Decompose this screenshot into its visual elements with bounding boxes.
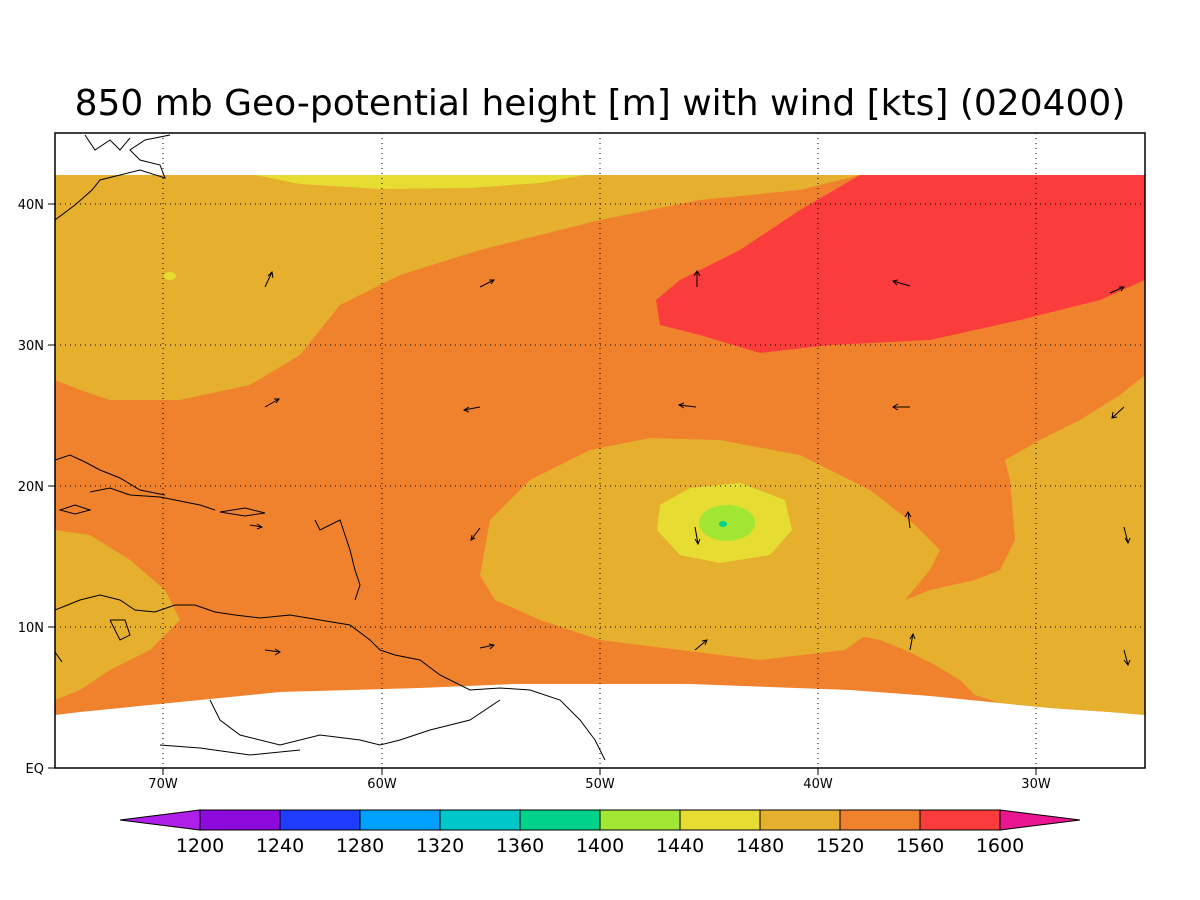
wind-arrow bbox=[892, 403, 910, 411]
colorbar-label: 1600 bbox=[976, 835, 1024, 857]
wind-arrow bbox=[904, 511, 912, 529]
wind-arrow bbox=[1109, 286, 1125, 294]
colorbar-label: 1480 bbox=[736, 835, 784, 857]
colorbar-label: 1560 bbox=[896, 835, 944, 857]
colorbar-high-extend bbox=[999, 809, 1081, 831]
plot-area bbox=[55, 133, 1145, 768]
contour-1440-1480-top bbox=[255, 175, 585, 189]
colorbar-label: 1520 bbox=[816, 835, 864, 857]
lat-label: 10N bbox=[18, 621, 44, 636]
lat-label: 20N bbox=[18, 480, 44, 495]
wind-arrow bbox=[677, 402, 697, 409]
coastlines bbox=[55, 134, 606, 761]
colorbar-segment bbox=[279, 809, 361, 831]
lat-label: 40N bbox=[18, 198, 44, 213]
contour-1600-high bbox=[656, 175, 1145, 353]
wind-arrow bbox=[1111, 406, 1125, 419]
colorbar-segment bbox=[599, 809, 681, 831]
lat-labels: EQ 10N 20N 30N 40N bbox=[18, 198, 44, 777]
wind-arrow bbox=[479, 279, 495, 288]
lon-label: 60W bbox=[367, 777, 397, 792]
contour-1400-1440-low bbox=[699, 505, 755, 541]
lon-label: 70W bbox=[148, 777, 178, 792]
coast-jamaica bbox=[58, 504, 92, 515]
wind-arrow bbox=[470, 527, 481, 541]
wind-arrow bbox=[55, 651, 63, 663]
colorbar-segment bbox=[679, 809, 761, 831]
wind-arrow bbox=[264, 648, 281, 656]
contour-small-blob bbox=[164, 272, 176, 280]
colorbar-label: 1240 bbox=[256, 835, 304, 857]
colorbar-segment bbox=[839, 809, 921, 831]
coast-antilles bbox=[314, 519, 361, 601]
colorbar: 1200 1240 1280 1320 1360 1400 1440 1480 1520 1560… bbox=[119, 809, 1081, 857]
lon-label: 50W bbox=[585, 777, 615, 792]
colorbar-segment bbox=[519, 809, 601, 831]
colorbar-segment bbox=[359, 809, 441, 831]
wind-arrow bbox=[909, 632, 916, 651]
map-title: 850 mb Geo-potential height [m] with win… bbox=[75, 83, 1126, 124]
colorbar-label: 1360 bbox=[496, 835, 544, 857]
lon-label: 40W bbox=[803, 777, 833, 792]
contour-1480-1520-north bbox=[55, 175, 860, 400]
contour-1480-1520-southwest bbox=[55, 530, 180, 700]
coast-guyana-border bbox=[209, 699, 501, 746]
graticule bbox=[55, 133, 1145, 768]
coast-newfoundland bbox=[84, 134, 131, 151]
coast-puerto-rico bbox=[219, 507, 266, 517]
contour-1360-1400-low bbox=[719, 521, 727, 527]
coast-cuba bbox=[55, 454, 166, 496]
coast-south-america bbox=[55, 594, 606, 761]
wind-arrow bbox=[264, 398, 280, 408]
wind-arrow bbox=[249, 523, 264, 530]
wind-arrow bbox=[891, 279, 911, 287]
colorbar-segment bbox=[759, 809, 841, 831]
wind-arrow bbox=[694, 639, 708, 651]
colorbar-label: 1200 bbox=[176, 835, 224, 857]
colorbar-label: 1320 bbox=[416, 835, 464, 857]
coast-hispaniola bbox=[89, 487, 216, 511]
colorbar-label: 1400 bbox=[576, 835, 624, 857]
lat-label: 30N bbox=[18, 339, 44, 354]
lon-label: 30W bbox=[1021, 777, 1051, 792]
coast-brazil-border bbox=[159, 744, 301, 756]
colorbar-segment bbox=[919, 809, 1001, 831]
lon-labels: 70W 60W 50W 40W 30W bbox=[148, 777, 1051, 792]
coast-venezuela-interior bbox=[109, 619, 131, 641]
wind-arrow bbox=[264, 270, 274, 288]
axis-ticks bbox=[48, 203, 1037, 775]
colorbar-segment bbox=[199, 809, 281, 831]
wind-arrow bbox=[1123, 649, 1131, 666]
colorbar-label: 1280 bbox=[336, 835, 384, 857]
wind-arrow bbox=[462, 406, 481, 413]
colorbar-label: 1440 bbox=[656, 835, 704, 857]
wind-arrow bbox=[694, 526, 701, 546]
lat-label: EQ bbox=[26, 762, 44, 777]
wind-arrow bbox=[479, 643, 496, 650]
contour-1480-1520-east bbox=[855, 375, 1145, 715]
coast-north-america bbox=[55, 134, 171, 221]
wind-arrow bbox=[693, 270, 701, 287]
wind-arrow bbox=[1123, 526, 1131, 545]
wind-vectors bbox=[55, 270, 1131, 666]
colorbar-segment bbox=[439, 809, 521, 831]
colorbar-low-extend bbox=[119, 809, 201, 831]
